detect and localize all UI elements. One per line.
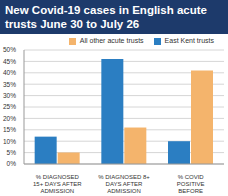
svg-text:5%: 5%: [8, 149, 16, 156]
svg-text:20%: 20%: [8, 115, 16, 122]
svg-text:30%: 30%: [8, 92, 16, 99]
svg-text:10%: 10%: [8, 138, 16, 145]
svg-text:0%: 0%: [8, 160, 16, 167]
svg-text:25%: 25%: [8, 103, 16, 110]
html-text:New Covid-19 cases in English: New Covid-19 cases in English acute trus…: [5, 4, 207, 30]
svg-text:% COVIDPOSITIVEBEFOREADMISSION: % COVIDPOSITIVEBEFOREADMISSION: [174, 174, 208, 196]
svg-text:45%: 45%: [8, 58, 16, 65]
svg-text:% DIAGNOSED15+ DAYS AFTERADMIS: % DIAGNOSED15+ DAYS AFTERADMISSION: [33, 174, 82, 194]
html-text:All other acute trusts: All other acute trusts: [79, 37, 144, 44]
svg-text:15%: 15%: [8, 126, 16, 133]
svg-text:35%: 35%: [8, 81, 16, 88]
svg-text:% DIAGNOSED 8+DAYS AFTERADMISS: % DIAGNOSED 8+DAYS AFTERADMISSION: [98, 174, 150, 194]
svg-text:50%: 50%: [8, 46, 16, 53]
html-text:East Kent trusts: East Kent trusts: [164, 37, 214, 44]
svg-text:40%: 40%: [8, 69, 16, 76]
